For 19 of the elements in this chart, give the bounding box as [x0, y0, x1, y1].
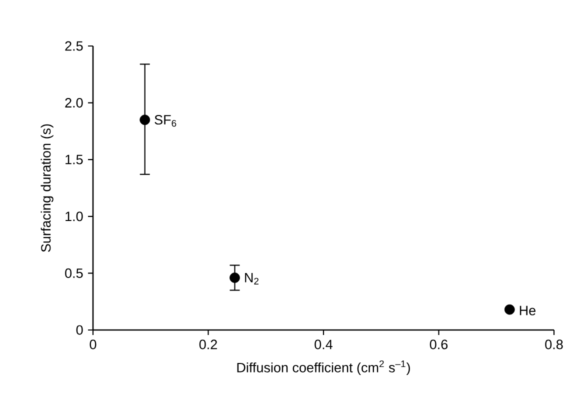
x-tick-label: 0.8 [545, 340, 563, 350]
y-tick-label: 0.5 [65, 268, 83, 278]
x-tick-label: 0.2 [199, 340, 217, 350]
annotation: N$_{2}$ [245, 273, 258, 284]
point [230, 272, 240, 283]
x-axis-title: Diffusion coefficient (cm$^{2}$ s$^{–1}$) [237, 360, 410, 376]
x-tick-label: 0.6 [430, 340, 448, 350]
y-tick-label: 2.0 [65, 98, 83, 108]
y-tick-label: 1.5 [66, 154, 83, 164]
point [140, 114, 150, 126]
y-axis-title: Surfacing duration (s) [40, 124, 54, 252]
x-tick-label: 0.4 [314, 340, 332, 350]
y-tick-label: 2.5 [65, 41, 83, 51]
y-tick-label: 0 [76, 325, 83, 335]
annotation: SF$_{6}$ [154, 115, 176, 127]
point [504, 304, 515, 315]
x-tick-label: 0 [90, 340, 96, 350]
annotation: He [520, 306, 536, 316]
y-tick-label: 1.0 [66, 212, 83, 222]
